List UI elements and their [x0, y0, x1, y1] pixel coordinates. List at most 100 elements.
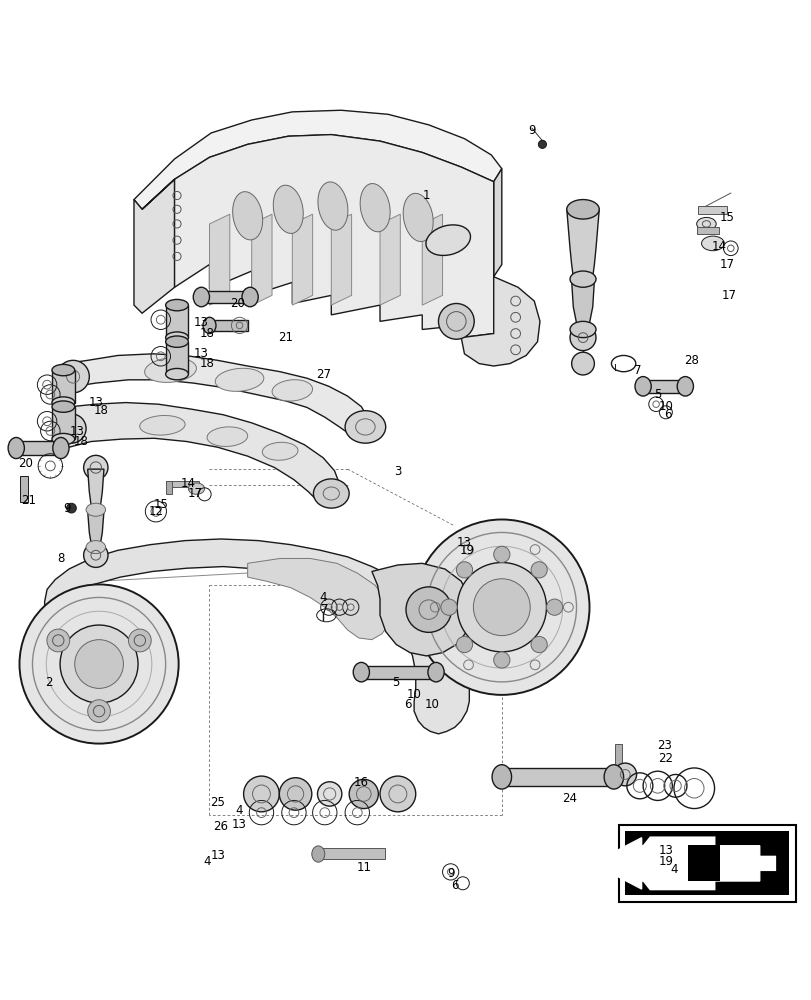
Text: 13: 13 — [194, 347, 208, 360]
Ellipse shape — [380, 776, 415, 812]
Text: 17: 17 — [719, 258, 733, 271]
Ellipse shape — [52, 433, 75, 445]
Text: 18: 18 — [74, 435, 88, 448]
Ellipse shape — [144, 358, 196, 382]
Bar — [166, 481, 199, 487]
Text: 19: 19 — [459, 544, 474, 557]
Polygon shape — [55, 354, 369, 437]
Text: 9: 9 — [62, 502, 71, 515]
Ellipse shape — [403, 193, 432, 242]
Ellipse shape — [571, 352, 594, 375]
Ellipse shape — [427, 662, 444, 682]
Ellipse shape — [353, 662, 369, 682]
Ellipse shape — [696, 217, 715, 230]
Bar — [201, 291, 250, 303]
Polygon shape — [134, 179, 174, 313]
Text: 19: 19 — [658, 855, 672, 868]
Bar — [165, 481, 172, 494]
Text: 24: 24 — [562, 792, 577, 805]
Bar — [20, 476, 28, 502]
Text: 13: 13 — [658, 844, 672, 857]
Polygon shape — [88, 511, 104, 545]
Bar — [16, 441, 61, 455]
Ellipse shape — [52, 364, 75, 376]
Ellipse shape — [207, 427, 247, 446]
Bar — [687, 845, 719, 881]
Text: 27: 27 — [315, 368, 330, 381]
Ellipse shape — [165, 368, 188, 380]
Text: 4: 4 — [235, 804, 243, 817]
Polygon shape — [461, 277, 539, 366]
Ellipse shape — [603, 765, 623, 789]
Polygon shape — [331, 214, 351, 305]
Bar — [209, 320, 248, 331]
Ellipse shape — [8, 437, 24, 459]
Circle shape — [457, 563, 546, 652]
Text: 2: 2 — [45, 676, 53, 689]
Text: 11: 11 — [356, 861, 371, 874]
Ellipse shape — [279, 778, 311, 810]
Polygon shape — [493, 169, 501, 277]
Circle shape — [456, 636, 472, 653]
Text: 5: 5 — [653, 388, 661, 401]
Ellipse shape — [317, 782, 341, 806]
Ellipse shape — [57, 360, 89, 393]
Polygon shape — [292, 214, 312, 305]
Ellipse shape — [233, 192, 262, 240]
Text: 13: 13 — [194, 316, 208, 329]
Circle shape — [493, 652, 509, 668]
Ellipse shape — [345, 411, 385, 443]
Bar — [642, 380, 684, 393]
Ellipse shape — [613, 763, 636, 786]
Text: 23: 23 — [656, 739, 671, 752]
Circle shape — [19, 584, 178, 744]
Text: 4: 4 — [319, 591, 327, 604]
Text: 4: 4 — [203, 855, 211, 868]
Text: 28: 28 — [684, 354, 698, 367]
Text: 1: 1 — [422, 189, 430, 202]
Circle shape — [75, 640, 123, 688]
Ellipse shape — [349, 779, 378, 809]
Text: 10: 10 — [406, 688, 421, 701]
Ellipse shape — [243, 776, 279, 812]
Text: 20: 20 — [230, 297, 244, 310]
Polygon shape — [566, 209, 599, 281]
Ellipse shape — [139, 415, 185, 435]
Text: 13: 13 — [210, 849, 225, 862]
Text: 15: 15 — [719, 211, 733, 224]
Ellipse shape — [313, 479, 349, 508]
Ellipse shape — [569, 271, 595, 287]
Ellipse shape — [262, 442, 298, 460]
Text: 14: 14 — [711, 240, 726, 253]
Text: 18: 18 — [200, 357, 214, 370]
Bar — [165, 305, 188, 338]
Bar — [615, 744, 621, 766]
Text: 18: 18 — [94, 404, 109, 417]
Circle shape — [493, 546, 509, 563]
Text: 14: 14 — [181, 477, 195, 490]
Ellipse shape — [84, 455, 108, 480]
Text: 10: 10 — [424, 698, 439, 711]
Polygon shape — [142, 135, 493, 338]
Bar — [165, 342, 188, 374]
Circle shape — [440, 599, 457, 615]
Text: 3: 3 — [393, 465, 401, 478]
Text: 12: 12 — [148, 505, 163, 518]
Ellipse shape — [193, 287, 209, 307]
Ellipse shape — [165, 299, 188, 311]
Text: 7: 7 — [320, 603, 328, 616]
FancyArrow shape — [592, 838, 759, 889]
Ellipse shape — [165, 332, 188, 343]
Ellipse shape — [86, 541, 105, 554]
Circle shape — [456, 562, 472, 578]
Ellipse shape — [491, 765, 511, 789]
Ellipse shape — [57, 414, 86, 443]
Text: 18: 18 — [200, 327, 214, 340]
Text: 22: 22 — [658, 752, 672, 765]
Text: 8: 8 — [57, 552, 65, 565]
Circle shape — [128, 629, 151, 652]
Circle shape — [473, 579, 530, 636]
Polygon shape — [88, 469, 104, 508]
Polygon shape — [251, 214, 272, 305]
Text: 21: 21 — [21, 493, 36, 506]
